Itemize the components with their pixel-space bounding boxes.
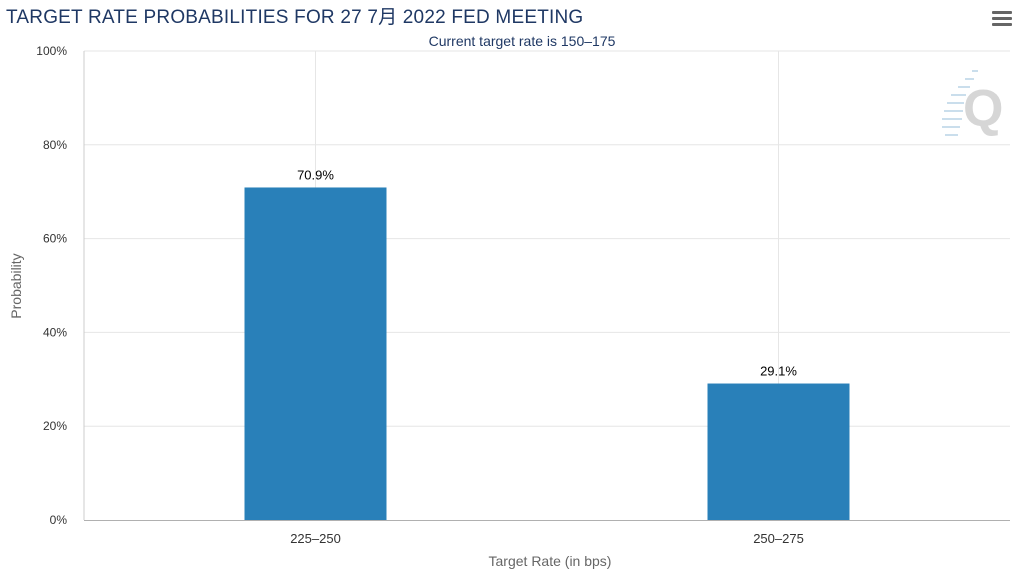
axes: 0% 20% 40% 60% 80% 100% 225–250 250–275 — [36, 44, 1010, 546]
quikstrike-q-logo: Q — [942, 70, 1003, 138]
x-tick-label: 250–275 — [753, 531, 804, 546]
grid-lines — [84, 50, 1010, 520]
chart-title: TARGET RATE PROBABILITIES FOR 27 7月 2022… — [6, 7, 584, 28]
y-tick-label: 40% — [43, 325, 67, 339]
bar-2 — [707, 383, 850, 520]
data-label: 70.9% — [297, 167, 334, 182]
y-tick-label: 100% — [36, 44, 67, 58]
watermark-text: Q — [963, 80, 1003, 138]
y-tick-label: 80% — [43, 138, 67, 152]
bars: 70.9% 29.1% — [244, 167, 850, 520]
y-tick-label: 20% — [43, 419, 67, 433]
menu-button[interactable] — [990, 8, 1014, 28]
y-tick-label: 0% — [50, 513, 68, 527]
chart-subtitle: Current target rate is 150–175 — [428, 33, 616, 49]
y-axis-title: Probability — [8, 253, 24, 318]
x-tick-label: 225–250 — [290, 531, 341, 546]
data-label: 29.1% — [760, 364, 797, 379]
x-axis-title: Target Rate (in bps) — [489, 553, 612, 569]
bar-1 — [244, 187, 387, 520]
y-tick-label: 60% — [43, 232, 67, 246]
